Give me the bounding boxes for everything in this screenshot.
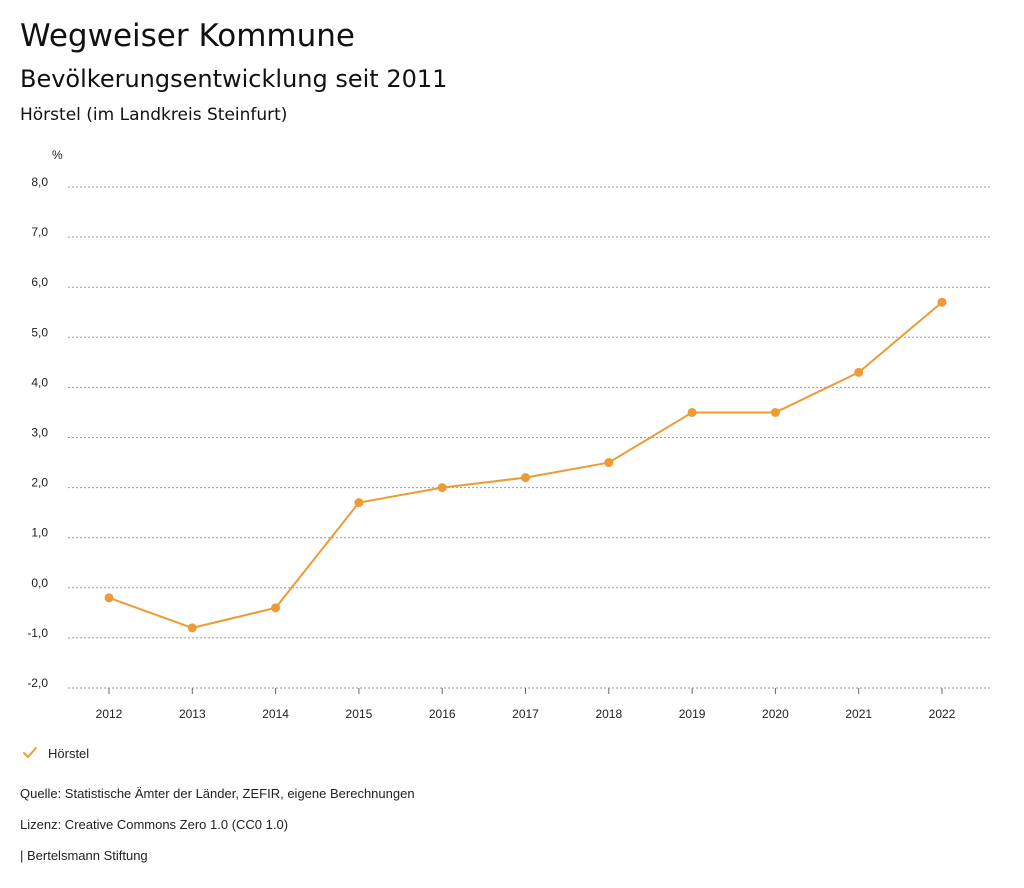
- y-tick-label: -2,0: [27, 676, 48, 690]
- data-point[interactable]: [854, 367, 864, 377]
- x-tick-label: 2017: [512, 707, 539, 721]
- y-tick-label: 1,0: [31, 526, 48, 540]
- x-tick-label: 2014: [262, 707, 289, 721]
- page-title: Wegweiser Kommune: [20, 18, 355, 54]
- y-tick-label: 4,0: [31, 375, 48, 389]
- data-point[interactable]: [521, 473, 530, 483]
- chart-legend[interactable]: Hörstel: [22, 745, 89, 761]
- x-tick-label: 2018: [595, 707, 622, 721]
- data-point[interactable]: [104, 593, 114, 603]
- data-point[interactable]: [187, 623, 197, 633]
- data-point[interactable]: [770, 407, 780, 417]
- data-point[interactable]: [354, 498, 364, 508]
- data-point[interactable]: [687, 407, 697, 417]
- y-tick-label: 5,0: [31, 325, 48, 339]
- y-axis-ticks: 8,0 7,0 6,0 5,0 4,0 3,0 2,0 1,0 0,0 -1,0 -2,0: [27, 175, 48, 690]
- y-axis-unit-label: %: [52, 148, 63, 162]
- data-point[interactable]: [937, 297, 947, 307]
- y-tick-label: 3,0: [31, 426, 48, 440]
- y-tick-label: -1,0: [27, 626, 48, 640]
- x-tick-label: 2015: [346, 707, 373, 721]
- series-line: [108, 301, 943, 629]
- y-tick-label: 7,0: [31, 225, 48, 239]
- y-tick-label: 2,0: [31, 476, 48, 490]
- x-tick-label: 2021: [845, 707, 872, 721]
- x-axis-ticks: 2012 2013 2014 2015 2016 2017 2018 2019 2020 2021…: [96, 688, 956, 721]
- x-tick-label: 2016: [429, 707, 456, 721]
- legend-label: Hörstel: [48, 745, 90, 761]
- license-note: Lizenz: Creative Commons Zero 1.0 (CC0 1…: [20, 817, 289, 832]
- data-point[interactable]: [604, 458, 614, 468]
- x-tick-label: 2019: [679, 707, 706, 721]
- x-tick-label: 2013: [179, 707, 206, 721]
- publisher-note: | Bertelsmann Stiftung: [20, 848, 148, 863]
- y-tick-label: 6,0: [31, 275, 48, 289]
- x-tick-label: 2012: [96, 707, 123, 721]
- y-tick-label: 0,0: [31, 576, 48, 590]
- region-label: Hörstel (im Landkreis Steinfurt): [20, 105, 288, 125]
- x-tick-label: 2022: [929, 707, 956, 721]
- check-icon: [23, 747, 37, 758]
- x-tick-label: 2020: [762, 707, 789, 721]
- series-lines: [108, 301, 943, 629]
- data-point[interactable]: [437, 483, 447, 493]
- chart-subtitle: Bevölkerungsentwicklung seit 2011: [20, 65, 448, 93]
- data-point[interactable]: [271, 603, 281, 613]
- y-tick-label: 8,0: [31, 175, 48, 189]
- data-points: [104, 297, 947, 633]
- grid-lines: [68, 186, 990, 689]
- source-note: Quelle: Statistische Ämter der Länder, Z…: [20, 786, 415, 801]
